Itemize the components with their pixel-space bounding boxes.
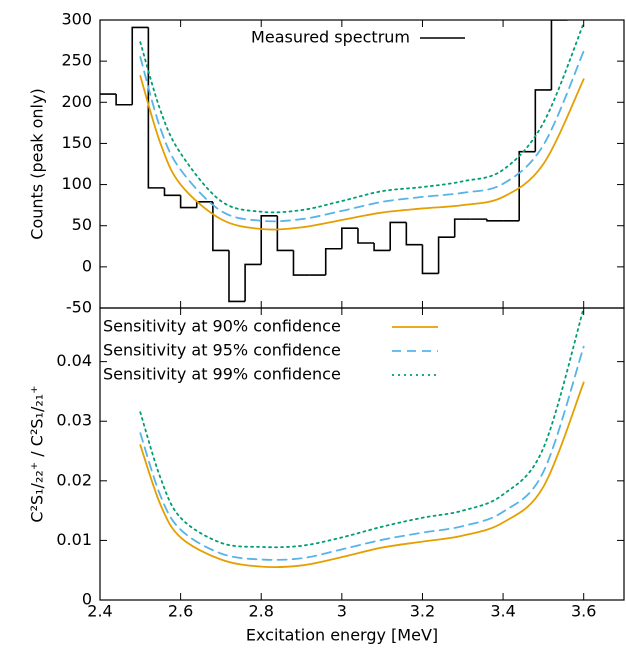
histogram-step <box>179 195 197 209</box>
histogram-step <box>131 26 149 105</box>
histogram-step <box>486 219 504 222</box>
y-tick-label: 0.02 <box>56 470 92 489</box>
legend-label: Sensitivity at 90% confidence <box>103 317 341 336</box>
histogram-step <box>437 236 455 274</box>
y-tick-label: 250 <box>61 51 92 70</box>
y-tick-label: -50 <box>66 298 92 317</box>
histogram-step <box>260 215 278 265</box>
y-tick-label: 150 <box>61 133 92 152</box>
x-tick-label: 2.6 <box>168 602 193 621</box>
histogram-step <box>292 250 310 276</box>
sensitivity-curve <box>139 381 585 569</box>
histogram-step <box>276 215 294 252</box>
plot-area <box>100 20 585 303</box>
y-tick-label: 0 <box>82 590 92 609</box>
y-tick-label: 200 <box>61 92 92 111</box>
y-tick-label: 0.04 <box>56 351 92 370</box>
sensitivity-curve <box>139 345 585 561</box>
histogram-step <box>389 221 407 251</box>
x-tick-label: 2.4 <box>87 602 112 621</box>
histogram-step <box>244 263 262 302</box>
y-tick-label: 0.03 <box>56 411 92 430</box>
x-tick-label: 3 <box>337 602 347 621</box>
histogram-step <box>373 242 391 252</box>
legend-label: Measured spectrum <box>251 28 410 47</box>
y-tick-label: 100 <box>61 174 92 193</box>
y-axis-label: C²S₁/₂₂⁺ / C²S₁/₂₁⁺ <box>28 385 47 522</box>
histogram-step <box>212 201 229 252</box>
sensitivity-curve <box>139 308 585 549</box>
histogram-step <box>115 94 133 106</box>
x-tick-label: 3.2 <box>410 602 435 621</box>
y-tick-label: 0.01 <box>56 530 92 549</box>
plot-frame <box>99 19 625 309</box>
y-tick-label: 300 <box>61 10 92 29</box>
y-tick-label: 0 <box>82 256 92 275</box>
x-axis-label: Excitation energy [MeV] <box>246 626 438 645</box>
histogram-step <box>341 227 358 249</box>
legend-label: Sensitivity at 95% confidence <box>103 341 341 360</box>
x-tick-label: 3.4 <box>490 602 515 621</box>
histogram-step <box>324 247 342 276</box>
x-tick-label: 2.8 <box>249 602 274 621</box>
y-axis-label: Counts (peak only) <box>28 88 47 239</box>
x-tick-label: 3.6 <box>571 602 596 621</box>
histogram-step <box>163 187 181 197</box>
sensitivity-curve <box>139 75 585 231</box>
histogram-step <box>147 27 165 189</box>
histogram-step <box>357 228 375 244</box>
histogram-step <box>453 218 471 238</box>
histogram-step <box>534 89 552 152</box>
histogram-step <box>550 20 568 90</box>
plot-frame <box>99 307 625 601</box>
histogram-step <box>228 250 246 303</box>
histogram-step <box>518 150 536 221</box>
y-tick-label: 50 <box>72 215 92 234</box>
histogram-step <box>421 244 439 275</box>
histogram-step <box>405 222 423 246</box>
plot-area <box>139 308 585 569</box>
sensitivity-curve <box>139 50 585 223</box>
legend-label: Sensitivity at 99% confidence <box>103 365 341 384</box>
sensitivity-curve <box>139 22 585 214</box>
